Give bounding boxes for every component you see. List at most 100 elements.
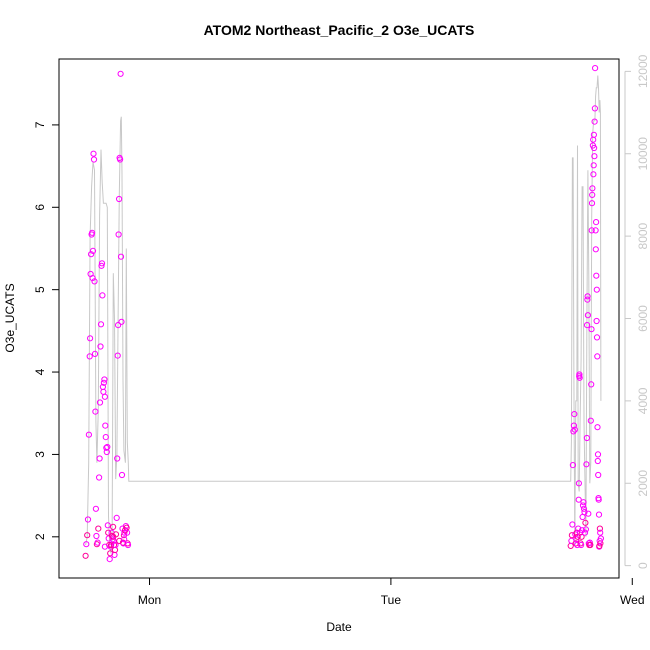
data-point [104, 443, 111, 451]
data-point [581, 529, 589, 536]
plot-frame [58, 58, 620, 579]
data-point [590, 136, 597, 143]
chart-title: ATOM2 Northeast_Pacific_2 O3e_UCATS [204, 22, 475, 38]
data-point [114, 352, 121, 359]
data-point [576, 374, 583, 381]
data-point [97, 343, 104, 350]
data-point [574, 541, 581, 549]
altitude-line-layer [85, 75, 602, 554]
data-point [117, 156, 124, 163]
data-point [591, 118, 598, 125]
data-point [83, 541, 90, 548]
data-point [583, 434, 591, 442]
data-point [591, 105, 599, 112]
data-point [95, 525, 102, 532]
data-point [594, 424, 601, 431]
data-point [582, 519, 589, 526]
data-point [597, 529, 604, 536]
data-point [576, 371, 583, 378]
y2-tick-label: 10000 [636, 137, 650, 171]
data-point [593, 272, 600, 279]
data-point [591, 153, 598, 160]
data-point [580, 499, 587, 506]
data-point [587, 541, 594, 549]
data-point [594, 457, 601, 465]
data-point [98, 262, 105, 269]
data-point [589, 191, 596, 198]
data-point [579, 502, 587, 509]
data-point [106, 556, 113, 563]
data-point [595, 511, 603, 518]
axes-layer: Mon Tue Wed 2 3 4 5 6 7 0 2000 4000 6000 8000 10000 120… [33, 54, 650, 607]
y-axis-label: O3e_UCATS [3, 283, 17, 352]
data-point [90, 150, 97, 157]
data-point [591, 144, 598, 152]
y2-tick-label: 6000 [636, 305, 650, 332]
data-point [594, 353, 601, 360]
data-point [102, 422, 109, 429]
data-point [99, 292, 106, 299]
x-axis-label: Date [326, 620, 352, 634]
data-point [597, 535, 605, 542]
data-point [116, 195, 123, 203]
data-point [92, 505, 100, 512]
data-point [570, 428, 577, 435]
data-point [118, 471, 126, 479]
data-point [88, 251, 95, 258]
data-point [112, 541, 119, 549]
data-point [86, 353, 93, 360]
data-point [92, 408, 99, 415]
data-point [595, 496, 602, 503]
data-point [110, 533, 117, 540]
altitude-line [85, 75, 602, 554]
data-point [89, 229, 96, 236]
data-point [575, 480, 583, 487]
data-point [117, 253, 125, 260]
data-point [118, 318, 125, 325]
data-point [590, 171, 597, 178]
data-point [124, 529, 131, 536]
y2-tick-label: 2000 [636, 470, 650, 497]
data-point [596, 525, 604, 532]
data-point [111, 546, 119, 554]
data-point [101, 543, 109, 550]
data-point [85, 431, 93, 438]
data-point [584, 293, 591, 300]
data-point [100, 379, 108, 386]
data-point [91, 278, 98, 285]
data-point [568, 532, 576, 539]
y-tick-label: 4 [33, 368, 47, 375]
data-point [571, 411, 578, 418]
data-point [91, 350, 99, 357]
x-tick-label: Wed [620, 593, 644, 607]
y-tick-label: 6 [33, 204, 47, 211]
data-point [584, 312, 592, 319]
data-point [569, 521, 576, 528]
data-point [583, 461, 590, 468]
data-point [581, 508, 588, 516]
data-point [569, 462, 577, 469]
y-tick-label: 2 [33, 533, 47, 540]
data-point [110, 523, 117, 531]
data-point [82, 552, 89, 559]
data-point [593, 317, 600, 325]
data-point [589, 185, 596, 192]
data-point [575, 496, 582, 503]
data-point [124, 541, 132, 549]
data-point [89, 275, 96, 282]
data-point [584, 296, 591, 303]
y2-tick-label: 8000 [636, 222, 650, 249]
data-point [590, 162, 597, 169]
data-point [89, 247, 97, 254]
y2-tick-label: 12000 [636, 54, 650, 88]
data-point [87, 335, 94, 342]
data-point [115, 322, 122, 329]
data-point [592, 65, 599, 72]
data-point [98, 260, 106, 267]
data-point [582, 526, 590, 533]
y-tick-label: 3 [33, 451, 47, 458]
data-point [578, 533, 585, 540]
data-point [594, 451, 602, 458]
